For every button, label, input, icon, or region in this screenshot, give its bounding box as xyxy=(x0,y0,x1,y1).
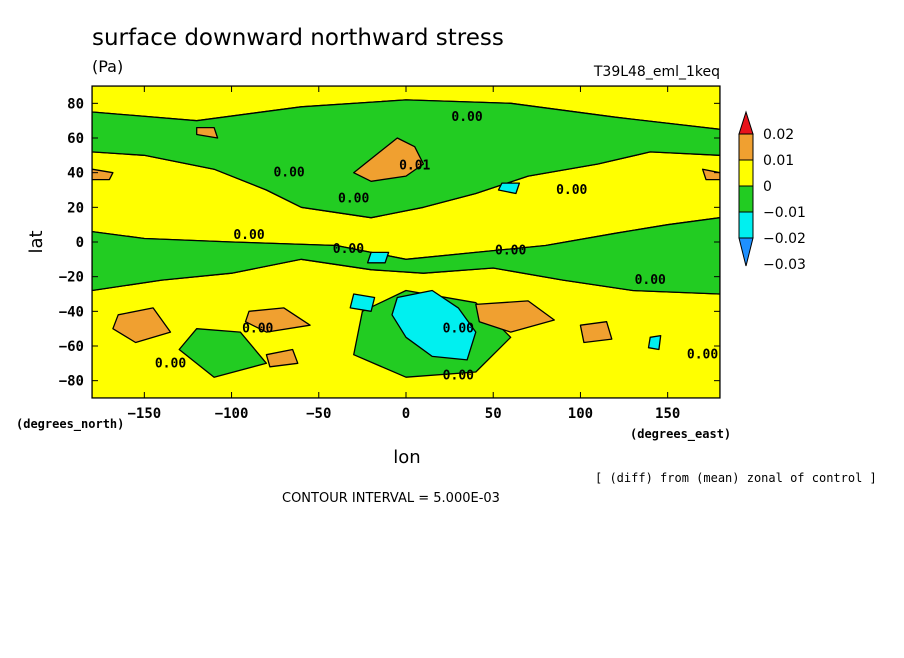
region-orange-8 xyxy=(92,168,114,181)
x-tick-label: −50 xyxy=(306,406,331,422)
contour-label-2: 0.01 xyxy=(399,159,430,174)
y-axis-label: lat xyxy=(26,230,47,253)
colorbar-label: 0 xyxy=(763,179,772,195)
region-orange-2 xyxy=(244,307,311,333)
colorbar-label: −0.03 xyxy=(763,257,806,273)
y-tick-label: 0 xyxy=(76,235,84,251)
region-cyan-3 xyxy=(497,182,521,195)
plot-area xyxy=(92,86,720,398)
contour-label-1: 0.00 xyxy=(273,166,304,181)
y-tick-label: 80 xyxy=(67,96,84,112)
region-cyan-1 xyxy=(349,293,376,312)
colorbar-label: 0.02 xyxy=(763,127,794,143)
x-units-label: (degrees_east) xyxy=(630,427,731,442)
x-tick-label: −100 xyxy=(215,406,249,422)
colorbar-bin-4 xyxy=(738,211,754,239)
colorbar: 0.02 0.01 0 −0.01 −0.02 −0.03 xyxy=(738,110,806,273)
region-green-1 xyxy=(92,217,720,295)
y-tick-label: 40 xyxy=(67,166,84,182)
contour-label-5: 0.00 xyxy=(233,228,264,243)
contour-labels: 0.00 0.00 0.01 0.00 0.00 0.00 0.00 0.00 0.00 0.00… xyxy=(155,110,719,383)
run-label: T39L48_eml_1keq xyxy=(593,64,720,80)
contour-label-10: 0.00 xyxy=(443,322,474,337)
x-axis-ticks: −150 −100 −50 0 50 100 150 xyxy=(127,86,680,422)
region-orange-3 xyxy=(475,300,555,333)
colorbar-bin-2 xyxy=(738,159,754,187)
y-axis-ticks: 80 60 40 20 0 −20 −40 −60 −80 xyxy=(59,96,720,390)
x-tick-label: 150 xyxy=(655,406,680,422)
region-orange-5 xyxy=(579,321,613,344)
colorbar-label: 0.01 xyxy=(763,153,794,169)
colorbar-bin-0 xyxy=(738,110,754,135)
y-tick-label: 60 xyxy=(67,131,84,147)
region-orange-0 xyxy=(353,137,425,182)
x-tick-label: −150 xyxy=(127,406,161,422)
colorbar-bin-3 xyxy=(738,185,754,213)
y-tick-label: −20 xyxy=(59,270,84,286)
contour-label-3: 0.00 xyxy=(338,192,369,207)
comparison-note: [ (diff) from (mean) zonal of control ] xyxy=(595,471,877,485)
region-orange-1 xyxy=(112,307,172,344)
chart-title: surface downward northward stress xyxy=(92,25,504,51)
y-units-label: (degrees_north) xyxy=(16,417,124,432)
region-cyan-4 xyxy=(647,334,662,351)
region-orange-7 xyxy=(701,168,720,181)
y-tick-label: −40 xyxy=(59,304,84,320)
contour-label-7: 0.00 xyxy=(495,244,526,259)
y-tick-label: −60 xyxy=(59,339,84,355)
contour-label-4: 0.00 xyxy=(556,183,587,198)
colorbar-label: −0.01 xyxy=(763,205,806,221)
contour-label-6: 0.00 xyxy=(333,242,364,257)
region-orange-4 xyxy=(265,348,299,368)
contour-label-9: 0.00 xyxy=(242,322,273,337)
contour-label-0: 0.00 xyxy=(451,110,482,125)
contour-label-13: 0.00 xyxy=(687,348,718,363)
contour-label-12: 0.00 xyxy=(443,368,474,383)
units-label: (Pa) xyxy=(92,57,123,76)
x-tick-label: 100 xyxy=(568,406,593,422)
region-cyan-0 xyxy=(391,289,477,361)
x-tick-label: 50 xyxy=(485,406,502,422)
colorbar-label: −0.02 xyxy=(763,231,806,247)
x-axis-label: lon xyxy=(393,447,420,468)
contour-label-8: 0.00 xyxy=(635,273,666,288)
colorbar-bin-5 xyxy=(738,237,754,267)
contour-interval-label: CONTOUR INTERVAL = 5.000E-03 xyxy=(282,491,500,506)
region-cyan-2 xyxy=(366,251,390,264)
y-tick-label: −80 xyxy=(59,374,84,390)
region-orange-6 xyxy=(196,126,219,139)
contour-label-11: 0.00 xyxy=(155,356,186,371)
colorbar-bin-1 xyxy=(738,133,754,161)
region-green-3 xyxy=(178,328,268,378)
y-tick-label: 20 xyxy=(67,200,84,216)
x-tick-label: 0 xyxy=(402,406,410,422)
